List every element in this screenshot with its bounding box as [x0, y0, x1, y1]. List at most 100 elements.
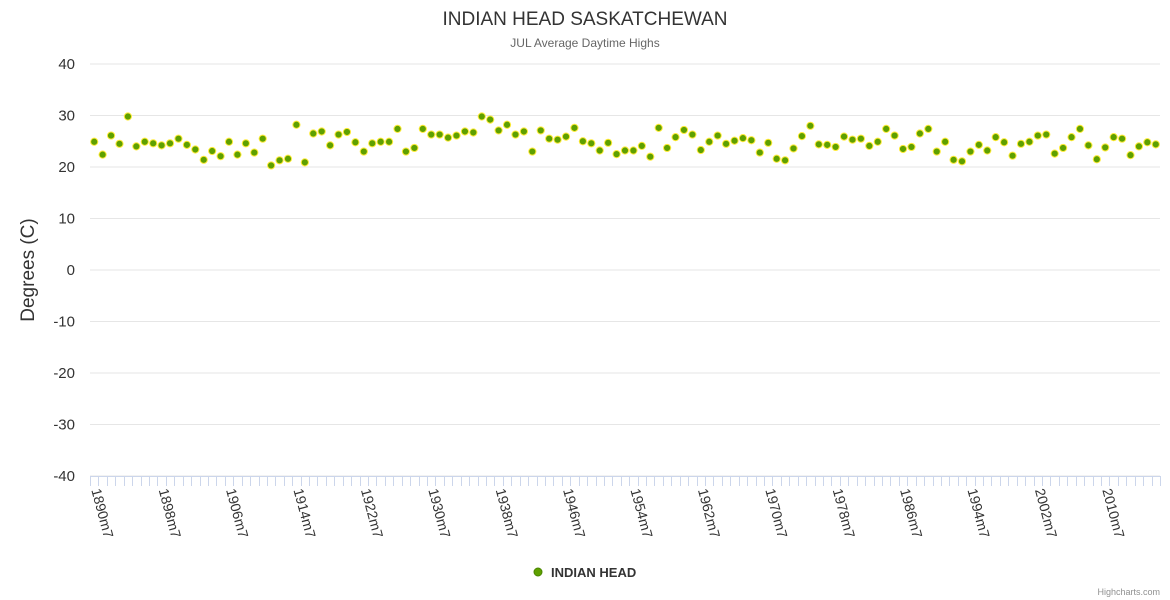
data-point[interactable] — [983, 146, 992, 155]
data-point[interactable] — [174, 134, 183, 143]
data-point[interactable] — [267, 161, 276, 170]
data-point[interactable] — [654, 123, 663, 132]
data-point[interactable] — [570, 123, 579, 132]
data-point[interactable] — [1075, 124, 1085, 133]
data-point[interactable] — [1143, 138, 1152, 147]
data-point[interactable] — [823, 140, 832, 149]
data-point[interactable] — [924, 124, 933, 133]
data-point[interactable] — [1067, 133, 1076, 142]
data-point[interactable] — [545, 134, 554, 143]
data-point[interactable] — [696, 145, 705, 155]
data-point[interactable] — [342, 127, 352, 137]
data-point[interactable] — [241, 139, 250, 148]
data-point[interactable] — [941, 137, 950, 146]
data-point[interactable] — [233, 150, 242, 159]
data-point[interactable] — [393, 124, 402, 133]
data-point[interactable] — [772, 154, 781, 163]
data-point[interactable] — [300, 158, 309, 167]
data-point[interactable] — [839, 132, 849, 141]
data-point[interactable] — [932, 147, 941, 156]
data-point[interactable] — [384, 137, 394, 146]
data-point[interactable] — [882, 124, 891, 133]
data-point[interactable] — [814, 140, 823, 149]
data-point[interactable] — [957, 157, 967, 166]
data-point[interactable] — [452, 131, 461, 140]
data-point[interactable] — [182, 140, 191, 149]
data-point[interactable] — [966, 147, 975, 156]
data-point[interactable] — [1084, 141, 1093, 150]
data-point[interactable] — [1033, 131, 1042, 140]
data-point[interactable] — [511, 130, 520, 139]
data-point[interactable] — [1117, 134, 1127, 143]
data-point[interactable] — [764, 138, 773, 147]
data-point[interactable] — [275, 156, 284, 165]
data-point[interactable] — [199, 155, 208, 164]
data-point[interactable] — [1008, 151, 1017, 160]
data-point[interactable] — [873, 137, 882, 146]
data-point[interactable] — [806, 121, 815, 130]
data-point[interactable] — [1109, 133, 1118, 142]
data-point[interactable] — [401, 147, 411, 156]
data-point[interactable] — [898, 144, 908, 154]
data-point[interactable] — [486, 115, 495, 124]
data-point[interactable] — [536, 126, 545, 135]
data-point[interactable] — [755, 148, 764, 157]
data-point[interactable] — [797, 132, 807, 141]
data-point[interactable] — [283, 154, 293, 163]
data-point[interactable] — [528, 147, 537, 156]
data-point[interactable] — [865, 141, 874, 150]
data-point[interactable] — [587, 139, 596, 148]
data-point[interactable] — [646, 152, 655, 161]
data-point[interactable] — [376, 137, 385, 146]
data-point[interactable] — [132, 142, 141, 151]
data-point[interactable] — [578, 137, 587, 146]
data-point[interactable] — [427, 130, 436, 139]
data-point[interactable] — [410, 143, 419, 153]
data-point[interactable] — [663, 143, 672, 153]
data-point[interactable] — [149, 139, 158, 148]
series-indian-head[interactable] — [90, 112, 1160, 170]
data-point[interactable] — [974, 140, 983, 149]
data-point[interactable] — [561, 132, 571, 141]
data-point[interactable] — [907, 142, 916, 152]
data-point[interactable] — [780, 156, 790, 165]
data-point[interactable] — [368, 139, 377, 148]
data-point[interactable] — [334, 130, 343, 139]
data-point[interactable] — [309, 129, 318, 138]
data-point[interactable] — [1092, 155, 1101, 164]
data-point[interactable] — [738, 134, 748, 143]
data-point[interactable] — [629, 146, 638, 155]
data-point[interactable] — [991, 133, 1000, 142]
data-point[interactable] — [730, 136, 739, 145]
data-point[interactable] — [435, 130, 444, 139]
data-point[interactable] — [1126, 151, 1135, 160]
data-point[interactable] — [1042, 130, 1051, 139]
data-point[interactable] — [351, 138, 360, 147]
data-point[interactable] — [317, 127, 326, 136]
data-point[interactable] — [165, 139, 175, 148]
legend-item-indian-head[interactable]: INDIAN HEAD — [533, 565, 636, 580]
data-point[interactable] — [292, 120, 301, 129]
data-point[interactable] — [890, 131, 899, 140]
data-point[interactable] — [469, 128, 478, 137]
data-point[interactable] — [595, 146, 604, 155]
data-point[interactable] — [722, 139, 731, 148]
data-point[interactable] — [620, 146, 630, 155]
data-point[interactable] — [359, 147, 368, 156]
data-point[interactable] — [519, 127, 528, 136]
data-point[interactable] — [157, 141, 166, 150]
data-point[interactable] — [115, 139, 124, 148]
data-point[interactable] — [831, 142, 840, 152]
data-point[interactable] — [250, 148, 259, 157]
data-point[interactable] — [502, 120, 512, 129]
data-point[interactable] — [258, 134, 267, 143]
data-point[interactable] — [705, 137, 714, 146]
data-point[interactable] — [1134, 142, 1144, 151]
data-point[interactable] — [1000, 138, 1009, 147]
data-point[interactable] — [123, 112, 133, 121]
data-point[interactable] — [747, 136, 756, 145]
data-point[interactable] — [848, 135, 857, 144]
data-point[interactable] — [1050, 149, 1059, 158]
data-point[interactable] — [612, 150, 621, 159]
data-point[interactable] — [671, 133, 680, 142]
